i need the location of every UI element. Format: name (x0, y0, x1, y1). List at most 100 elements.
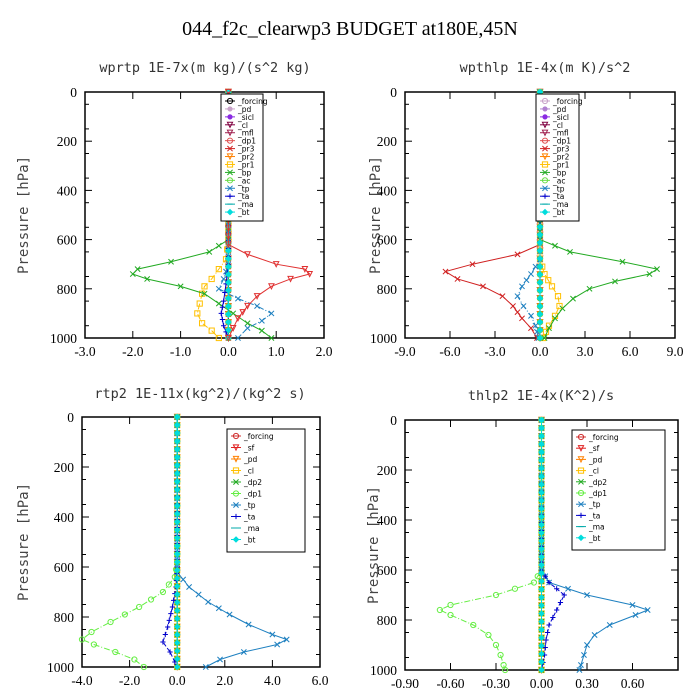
data-point (173, 437, 181, 445)
data-point (244, 325, 251, 332)
data-point (201, 283, 208, 290)
data-point (136, 603, 143, 611)
data-point (492, 591, 500, 599)
series-pr3 (442, 89, 543, 341)
legend-marker (542, 145, 548, 152)
data-point (591, 632, 598, 638)
data-point (536, 302, 544, 310)
data-point (510, 303, 516, 309)
y-tick-label: 800 (57, 282, 78, 297)
data-point (134, 266, 141, 273)
data-point (538, 602, 545, 609)
data-point (177, 283, 184, 290)
y-tick-label: 0 (390, 85, 397, 100)
data-point (447, 611, 454, 619)
data-point (528, 312, 534, 319)
data-point (552, 315, 558, 322)
legend-marker (232, 455, 240, 463)
legend-marker (233, 513, 239, 520)
y-tick-label: 200 (54, 460, 75, 475)
legend-marker (226, 137, 234, 144)
data-point (581, 652, 587, 658)
data-point (545, 277, 552, 284)
x-tick-label: -0.60 (436, 676, 464, 691)
data-point (538, 618, 545, 625)
legend-marker (577, 445, 585, 452)
legend-label: _pr3 (237, 145, 255, 154)
data-point (502, 666, 509, 674)
data-point (208, 275, 215, 283)
data-point (131, 656, 138, 663)
data-point (171, 597, 177, 603)
chart-panel-1: wprtp 1E-7x(m kg)/(s^2 kg) Pressure [hPa]… (16, 60, 333, 359)
legend-marker (541, 97, 549, 105)
legend-label: _pd (552, 105, 567, 114)
series-line (438, 420, 542, 671)
data-point (215, 285, 222, 292)
data-point (519, 315, 525, 322)
y-tick-label: 600 (377, 233, 398, 248)
legend-label: _cl (588, 467, 599, 476)
data-point (224, 334, 232, 342)
data-point (532, 322, 539, 329)
legend-label: _forcing (243, 432, 274, 441)
y-tick-label: 600 (54, 560, 75, 575)
x-tick-label: 6.0 (312, 673, 329, 688)
legend-marker (227, 106, 233, 112)
data-point (205, 599, 212, 605)
y-tick-label: 1000 (47, 660, 74, 675)
legend-marker (578, 501, 584, 508)
data-point (173, 478, 181, 485)
legend-label: _pr3 (552, 145, 570, 154)
data-point (646, 271, 653, 277)
data-point (538, 497, 545, 504)
legend: _forcing _sf _pd _cl _dp2 _dp1 _tp _ta _ma _bt (571, 429, 666, 551)
data-point (538, 545, 545, 553)
legend-label: _bp (237, 168, 252, 177)
legend-marker (577, 467, 585, 474)
data-point (147, 596, 155, 603)
data-point (173, 558, 181, 566)
data-point (480, 283, 486, 290)
legend-marker (227, 169, 233, 176)
data-point (208, 327, 215, 334)
data-point (536, 263, 544, 270)
data-point (534, 573, 541, 580)
legend-marker (541, 137, 549, 144)
data-point (523, 277, 530, 284)
data-point (224, 225, 232, 233)
legend-label: _ma (243, 524, 260, 533)
legend-marker (226, 129, 234, 137)
data-point (519, 283, 525, 290)
data-point (173, 486, 181, 493)
y-tick-label: 400 (57, 183, 78, 198)
x-tick-label: 0.30 (575, 676, 599, 691)
data-point (215, 334, 222, 342)
data-point (173, 494, 181, 501)
legend-label: _forcing (237, 97, 268, 106)
data-point (229, 325, 237, 332)
data-point (612, 278, 618, 285)
data-point (485, 631, 492, 639)
legend-label: _pd (588, 455, 603, 464)
data-point (272, 261, 280, 268)
y-tick-label: 0 (390, 413, 397, 428)
data-point (196, 300, 203, 307)
data-point (565, 585, 571, 592)
data-point (538, 594, 545, 601)
data-point (570, 295, 576, 302)
y-tick-label: 800 (377, 613, 398, 628)
legend-label: _tp (588, 500, 601, 509)
data-point (544, 629, 551, 636)
legend-marker (577, 433, 585, 441)
legend-label: _bp (552, 168, 567, 177)
y-tick-label: 600 (57, 233, 78, 248)
data-point (107, 618, 114, 626)
legend-label: _tp (552, 184, 565, 193)
data-point (436, 606, 443, 614)
legend-marker (542, 114, 548, 120)
data-point (538, 561, 545, 569)
series-line (81, 417, 178, 668)
data-point (556, 302, 563, 310)
data-point (258, 317, 265, 324)
